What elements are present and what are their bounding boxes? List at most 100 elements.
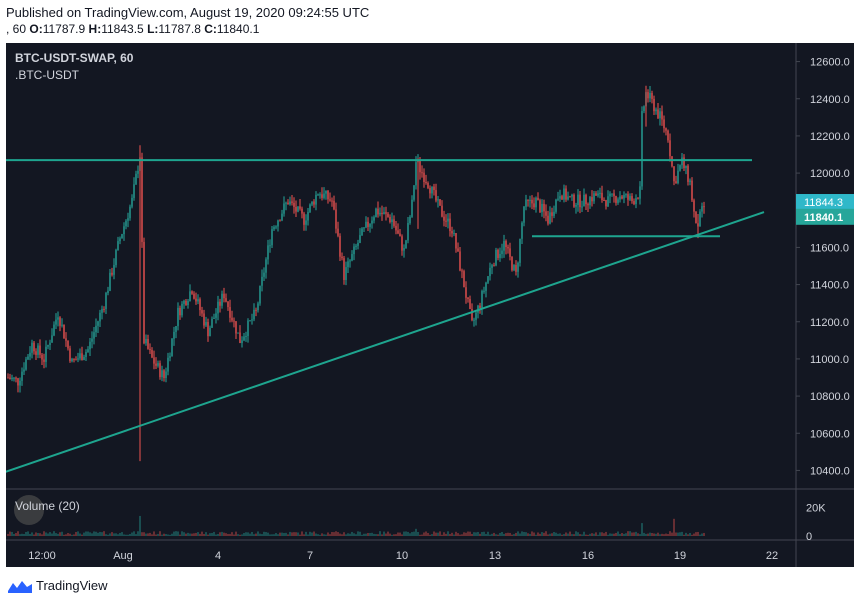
candle-body bbox=[221, 293, 223, 306]
current-price-label: 11844.3 bbox=[804, 197, 843, 209]
volume-bar bbox=[661, 533, 663, 536]
volume-bar bbox=[199, 533, 201, 536]
candle-body bbox=[497, 249, 499, 258]
candle-body bbox=[175, 326, 177, 332]
volume-bar bbox=[631, 532, 633, 536]
candle-body bbox=[355, 245, 357, 247]
volume-bar bbox=[113, 533, 115, 536]
candle-body bbox=[315, 194, 317, 205]
volume-bar bbox=[669, 531, 671, 536]
candle-body bbox=[113, 265, 115, 275]
candle-body bbox=[529, 199, 531, 201]
volume-bar bbox=[77, 531, 79, 536]
volume-bar bbox=[145, 533, 147, 536]
chart-pane[interactable]: 12600.012400.012200.012000.011800.011600… bbox=[6, 43, 854, 567]
candle-body bbox=[377, 208, 379, 215]
candle-body bbox=[663, 119, 665, 129]
volume-bar bbox=[637, 533, 639, 536]
volume-bar bbox=[547, 534, 549, 536]
volume-bar bbox=[297, 532, 299, 536]
volume-toggle-icon[interactable] bbox=[14, 495, 44, 525]
volume-bar bbox=[109, 533, 111, 536]
volume-bar bbox=[287, 534, 289, 536]
volume-bar bbox=[283, 532, 285, 536]
candle-body bbox=[551, 212, 553, 216]
candle-body bbox=[93, 332, 95, 339]
volume-bar bbox=[409, 533, 411, 536]
volume-bar bbox=[191, 533, 193, 536]
candle-body bbox=[289, 201, 291, 205]
candle-body bbox=[21, 371, 23, 381]
volume-bar bbox=[331, 532, 333, 536]
volume-bar bbox=[703, 532, 705, 536]
candle-body bbox=[205, 322, 207, 326]
candle-body bbox=[665, 128, 667, 131]
candle-body bbox=[213, 317, 215, 319]
candle-body bbox=[263, 272, 265, 277]
volume-bar bbox=[671, 532, 673, 536]
volume-bar bbox=[291, 532, 293, 536]
candle-body bbox=[531, 199, 533, 204]
volume-bar bbox=[183, 532, 185, 536]
candle-body bbox=[395, 225, 397, 231]
candle-body bbox=[411, 199, 413, 217]
candle-body bbox=[525, 199, 527, 207]
candle-body bbox=[677, 170, 679, 184]
candle-body bbox=[571, 194, 573, 197]
volume-bar bbox=[667, 534, 669, 536]
candle-body bbox=[651, 92, 653, 99]
candle-body bbox=[577, 194, 579, 205]
candle-body bbox=[371, 220, 373, 224]
candle-body bbox=[253, 309, 255, 320]
chart-canvas[interactable]: 12600.012400.012200.012000.011800.011600… bbox=[6, 43, 854, 567]
high-label: H: bbox=[88, 22, 102, 36]
candle-body bbox=[195, 298, 197, 302]
volume-bar bbox=[257, 531, 259, 536]
volume-bar bbox=[417, 531, 419, 536]
candle-body bbox=[103, 308, 105, 310]
candle-body bbox=[317, 194, 319, 196]
candle-body bbox=[621, 196, 623, 199]
candle-body bbox=[599, 192, 601, 194]
brand-footer[interactable]: TradingView bbox=[8, 578, 108, 593]
volume-bar bbox=[219, 532, 221, 536]
candle-body bbox=[179, 307, 181, 316]
candle-body bbox=[261, 276, 263, 286]
volume-bar bbox=[147, 533, 149, 536]
volume-bar bbox=[11, 531, 13, 536]
candle-body bbox=[29, 352, 31, 357]
volume-bar bbox=[623, 533, 625, 536]
volume-bar bbox=[323, 534, 325, 536]
candle-body bbox=[505, 241, 507, 248]
volume-bar bbox=[415, 528, 417, 536]
volume-bar bbox=[679, 532, 681, 536]
candle-body bbox=[81, 353, 83, 361]
candle-body bbox=[373, 217, 375, 221]
volume-bar bbox=[67, 533, 69, 536]
volume-bar bbox=[325, 534, 327, 536]
candle-body bbox=[619, 196, 621, 200]
volume-bar bbox=[59, 532, 61, 536]
candle-body bbox=[201, 310, 203, 314]
volume-bar bbox=[95, 531, 97, 536]
candle-body bbox=[319, 194, 321, 196]
volume-bar bbox=[565, 532, 567, 536]
candle-body bbox=[393, 219, 395, 226]
volume-bar bbox=[317, 534, 319, 536]
volume-bar bbox=[451, 532, 453, 536]
candle-body bbox=[137, 170, 139, 174]
candle-body bbox=[547, 215, 549, 224]
candle-body bbox=[637, 198, 639, 200]
candle-body bbox=[421, 172, 423, 174]
candle-body bbox=[441, 205, 443, 217]
volume-bar bbox=[237, 534, 239, 536]
candle-body bbox=[15, 377, 17, 379]
candle-body bbox=[111, 272, 113, 275]
volume-bar bbox=[419, 534, 421, 536]
candle-body bbox=[405, 240, 407, 249]
candle-body bbox=[251, 319, 253, 321]
volume-bar bbox=[357, 531, 359, 536]
candle-body bbox=[219, 301, 221, 306]
candle-body bbox=[323, 193, 325, 198]
volume-bar bbox=[163, 533, 165, 536]
